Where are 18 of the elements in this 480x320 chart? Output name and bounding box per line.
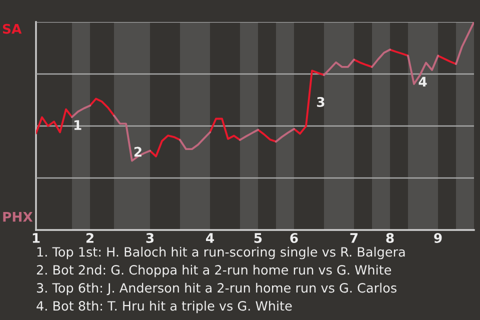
text: 4. Bot 8th: T. Hru hit a triple vs G. White bbox=[36, 300, 292, 314]
annotation: 3 bbox=[317, 96, 324, 107]
annotation: 4 bbox=[418, 76, 427, 86]
x-tick-label: 6 bbox=[290, 233, 298, 243]
text: 2. Bot 2nd: G. Choppa hit a 2-run home run vs G. White bbox=[36, 264, 392, 278]
annotation: 2 bbox=[134, 146, 142, 157]
x-tick-label: 2 bbox=[86, 233, 94, 243]
x-tick-label: 5 bbox=[254, 233, 262, 243]
x-tick-label: 1 bbox=[32, 233, 40, 243]
x-tick-label: 8 bbox=[386, 233, 394, 243]
x-tick-label: 7 bbox=[350, 233, 358, 243]
text: PHX bbox=[3, 212, 33, 222]
x-tick-label: 3 bbox=[146, 233, 154, 243]
x-tick-label: 9 bbox=[434, 233, 442, 243]
x-tick-label: 4 bbox=[206, 233, 214, 243]
text: SA bbox=[2, 24, 22, 34]
text: 3. Top 6th: J. Anderson hit a 2-run home run vs G. Carlos bbox=[36, 282, 396, 296]
text: 1. Top 1st: H. Baloch hit a run-scoring single vs R. Balgera bbox=[37, 246, 405, 260]
